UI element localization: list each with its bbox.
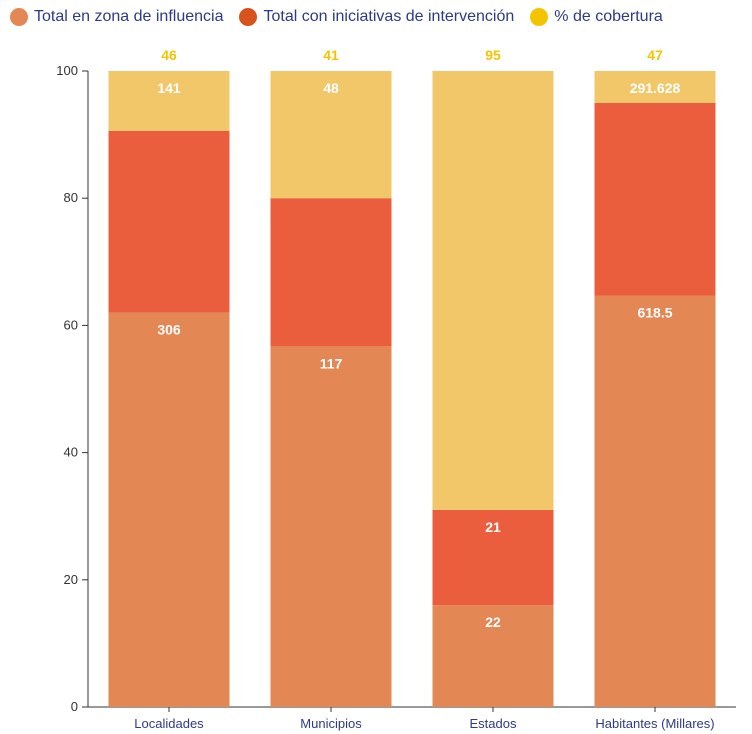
bar-segment — [594, 102, 716, 296]
legend-swatch-iniciativas — [239, 8, 258, 26]
bar-segment — [432, 71, 554, 510]
y-tick-label: 80 — [64, 190, 78, 205]
coverage-label: 46 — [161, 47, 177, 63]
legend-label-iniciativas: Total con iniciativas de intervención — [263, 8, 515, 25]
coverage-label: 41 — [323, 47, 339, 63]
bar-segment — [270, 71, 392, 199]
y-tick-label: 40 — [64, 445, 78, 460]
x-tick-label: Localidades — [134, 716, 204, 731]
legend-item-cobertura: % de cobertura — [530, 8, 663, 26]
data-label: 117 — [320, 355, 343, 371]
legend-label-zona: Total en zona de influencia — [34, 8, 224, 25]
data-label: 291.628 — [630, 80, 681, 96]
bar-segment — [270, 346, 392, 707]
bar-segment — [432, 605, 554, 707]
data-label: 48 — [323, 80, 339, 96]
bar-segment — [594, 295, 716, 707]
legend: Total en zona de influencia Total con in… — [10, 8, 663, 26]
legend-item-iniciativas: Total con iniciativas de intervención — [239, 8, 514, 26]
data-label: 21 — [485, 519, 501, 535]
bar-segment — [270, 198, 392, 347]
bar-segment — [108, 130, 230, 313]
data-label: 22 — [485, 614, 501, 630]
data-label: 618.5 — [637, 305, 672, 321]
bar-segment — [108, 71, 230, 131]
y-tick-label: 100 — [56, 63, 78, 78]
data-label: 141 — [157, 80, 181, 96]
y-tick-label: 20 — [64, 572, 78, 587]
y-tick-label: 60 — [64, 317, 78, 332]
x-tick-label: Estados — [470, 716, 517, 731]
y-tick-label: 0 — [71, 699, 78, 714]
bar-segment — [108, 312, 230, 707]
x-tick-label: Habitantes (Millares) — [595, 716, 714, 731]
coverage-label: 95 — [485, 47, 501, 63]
bar-segment — [432, 509, 554, 606]
legend-label-cobertura: % de cobertura — [554, 8, 663, 25]
legend-swatch-zona — [10, 8, 28, 26]
data-label: 306 — [157, 322, 181, 338]
bar-segment — [594, 71, 716, 103]
legend-item-zona: Total en zona de influencia — [10, 8, 223, 26]
x-tick-label: Municipios — [300, 716, 362, 731]
legend-swatch-cobertura — [530, 8, 549, 26]
coverage-label: 47 — [647, 47, 663, 63]
